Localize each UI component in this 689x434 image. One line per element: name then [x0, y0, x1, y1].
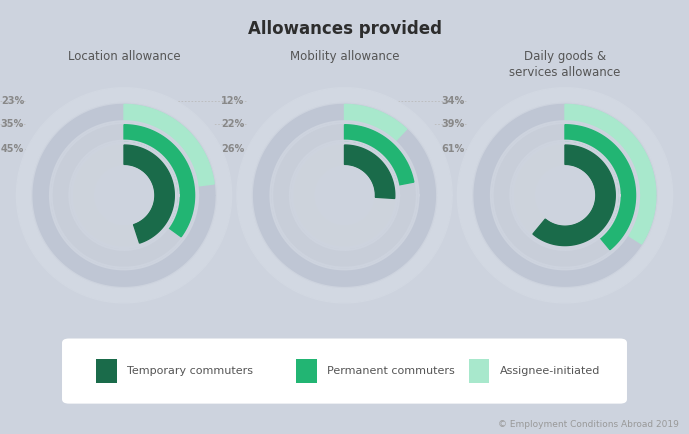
Polygon shape	[17, 88, 232, 303]
Text: Location allowance: Location allowance	[68, 50, 181, 63]
Text: Temporary commuters: Temporary commuters	[127, 366, 254, 376]
Circle shape	[536, 166, 594, 224]
Text: 45%: 45%	[1, 144, 24, 154]
Circle shape	[316, 166, 373, 224]
Polygon shape	[33, 105, 215, 286]
Polygon shape	[294, 145, 395, 246]
Text: 35%: 35%	[1, 119, 24, 129]
Polygon shape	[474, 105, 656, 286]
Circle shape	[95, 166, 153, 224]
Bar	[96, 359, 117, 383]
Bar	[469, 359, 489, 383]
Text: 39%: 39%	[442, 119, 465, 129]
Polygon shape	[124, 125, 194, 237]
Text: Permanent commuters: Permanent commuters	[327, 366, 455, 376]
Polygon shape	[565, 125, 635, 250]
Polygon shape	[74, 145, 174, 246]
Polygon shape	[344, 105, 407, 141]
Text: 12%: 12%	[221, 96, 245, 106]
Polygon shape	[565, 105, 656, 244]
Text: Assignee-initiated: Assignee-initiated	[500, 366, 600, 376]
Polygon shape	[495, 125, 635, 266]
Text: 34%: 34%	[442, 96, 465, 106]
Text: 61%: 61%	[442, 144, 465, 154]
Text: 26%: 26%	[221, 144, 245, 154]
Text: 22%: 22%	[221, 119, 245, 129]
Text: Daily goods &
services allowance: Daily goods & services allowance	[509, 50, 621, 79]
Polygon shape	[515, 145, 615, 246]
Polygon shape	[124, 145, 174, 243]
Polygon shape	[533, 145, 615, 246]
Bar	[296, 359, 317, 383]
FancyBboxPatch shape	[62, 339, 627, 404]
Text: 23%: 23%	[1, 96, 24, 106]
Polygon shape	[457, 88, 672, 303]
Polygon shape	[124, 105, 214, 186]
Polygon shape	[54, 125, 194, 266]
Polygon shape	[344, 125, 414, 185]
Text: © Employment Conditions Abroad 2019: © Employment Conditions Abroad 2019	[497, 420, 679, 429]
Text: Mobility allowance: Mobility allowance	[290, 50, 399, 63]
Polygon shape	[254, 105, 435, 286]
Polygon shape	[237, 88, 452, 303]
Text: Allowances provided: Allowances provided	[247, 20, 442, 37]
Polygon shape	[344, 145, 395, 198]
Polygon shape	[274, 125, 415, 266]
